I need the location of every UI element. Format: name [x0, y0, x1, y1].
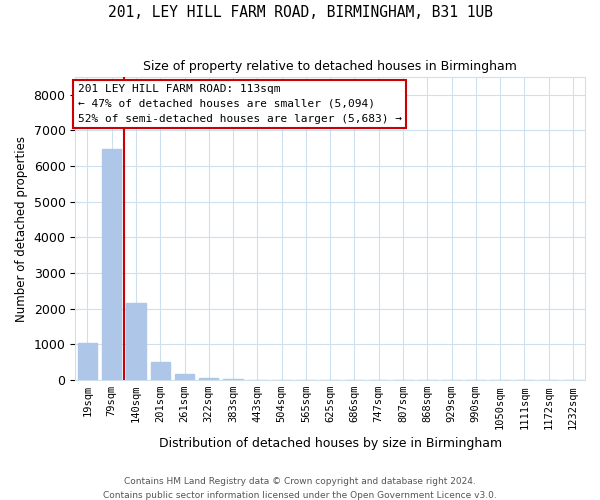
Bar: [102, 149, 121, 380]
Text: Contains HM Land Registry data © Crown copyright and database right 2024.
Contai: Contains HM Land Registry data © Crown c…: [103, 478, 497, 500]
Bar: [223, 379, 243, 380]
Bar: [151, 362, 170, 380]
Title: Size of property relative to detached houses in Birmingham: Size of property relative to detached ho…: [143, 60, 517, 73]
Text: 201, LEY HILL FARM ROAD, BIRMINGHAM, B31 1UB: 201, LEY HILL FARM ROAD, BIRMINGHAM, B31…: [107, 5, 493, 20]
Y-axis label: Number of detached properties: Number of detached properties: [15, 136, 28, 322]
Bar: [199, 378, 218, 380]
Bar: [126, 304, 146, 380]
Bar: [175, 374, 194, 380]
Bar: [78, 342, 97, 380]
X-axis label: Distribution of detached houses by size in Birmingham: Distribution of detached houses by size …: [158, 437, 502, 450]
Text: 201 LEY HILL FARM ROAD: 113sqm
← 47% of detached houses are smaller (5,094)
52% : 201 LEY HILL FARM ROAD: 113sqm ← 47% of …: [78, 84, 402, 124]
